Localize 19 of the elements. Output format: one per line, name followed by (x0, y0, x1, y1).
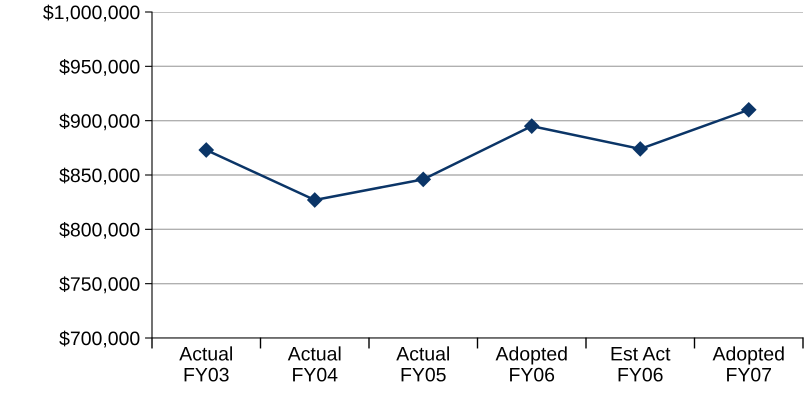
y-tick-label: $1,000,000 (43, 4, 140, 22)
point (198, 142, 214, 158)
y-tick-label: $850,000 (59, 168, 140, 185)
x-tick-label: Actual FY04 (288, 346, 340, 382)
point (741, 102, 756, 118)
x-tick-label: Actual FY03 (179, 346, 232, 382)
y-tick-label: $900,000 (59, 113, 140, 130)
point (524, 118, 540, 134)
point (632, 141, 648, 156)
x-tick-label: Adopted FY07 (712, 346, 784, 382)
x-tick-label: Actual FY05 (396, 346, 449, 382)
x-tick-label: Adopted FY06 (496, 346, 567, 382)
point (307, 192, 322, 208)
y-tick-label: $700,000 (59, 330, 140, 348)
y-tick-label: $750,000 (59, 276, 140, 294)
x-tick-label: Est Act FY06 (612, 347, 670, 382)
y-tick-label: $800,000 (59, 222, 140, 239)
y-tick-label: $950,000 (59, 58, 140, 76)
point (416, 172, 431, 187)
